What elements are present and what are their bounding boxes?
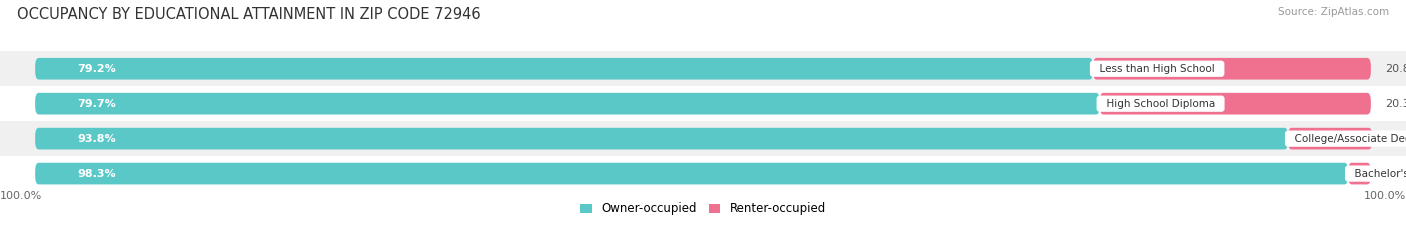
Text: College/Associate Degree: College/Associate Degree xyxy=(1288,134,1406,144)
Text: Source: ZipAtlas.com: Source: ZipAtlas.com xyxy=(1278,7,1389,17)
Text: 20.3%: 20.3% xyxy=(1385,99,1406,109)
FancyBboxPatch shape xyxy=(35,128,1288,150)
Text: 98.3%: 98.3% xyxy=(77,169,115,178)
Text: Bachelor's Degree or higher: Bachelor's Degree or higher xyxy=(1348,169,1406,178)
FancyBboxPatch shape xyxy=(0,156,1406,191)
Text: OCCUPANCY BY EDUCATIONAL ATTAINMENT IN ZIP CODE 72946: OCCUPANCY BY EDUCATIONAL ATTAINMENT IN Z… xyxy=(17,7,481,22)
Legend: Owner-occupied, Renter-occupied: Owner-occupied, Renter-occupied xyxy=(575,198,831,220)
Text: High School Diploma: High School Diploma xyxy=(1099,99,1222,109)
FancyBboxPatch shape xyxy=(1288,128,1372,150)
Text: 79.2%: 79.2% xyxy=(77,64,117,74)
Text: Less than High School: Less than High School xyxy=(1092,64,1222,74)
Text: 93.8%: 93.8% xyxy=(77,134,115,144)
FancyBboxPatch shape xyxy=(35,58,1092,80)
Text: 1.7%: 1.7% xyxy=(1385,169,1406,178)
FancyBboxPatch shape xyxy=(0,86,1406,121)
FancyBboxPatch shape xyxy=(0,51,1406,86)
Text: 20.8%: 20.8% xyxy=(1385,64,1406,74)
Text: 100.0%: 100.0% xyxy=(1364,191,1406,201)
FancyBboxPatch shape xyxy=(1092,58,1371,80)
Text: 100.0%: 100.0% xyxy=(0,191,42,201)
Text: 79.7%: 79.7% xyxy=(77,99,117,109)
FancyBboxPatch shape xyxy=(1348,163,1371,185)
Text: 6.3%: 6.3% xyxy=(1386,134,1406,144)
FancyBboxPatch shape xyxy=(0,121,1406,156)
FancyBboxPatch shape xyxy=(35,163,1348,185)
FancyBboxPatch shape xyxy=(1099,93,1371,115)
FancyBboxPatch shape xyxy=(35,93,1099,115)
